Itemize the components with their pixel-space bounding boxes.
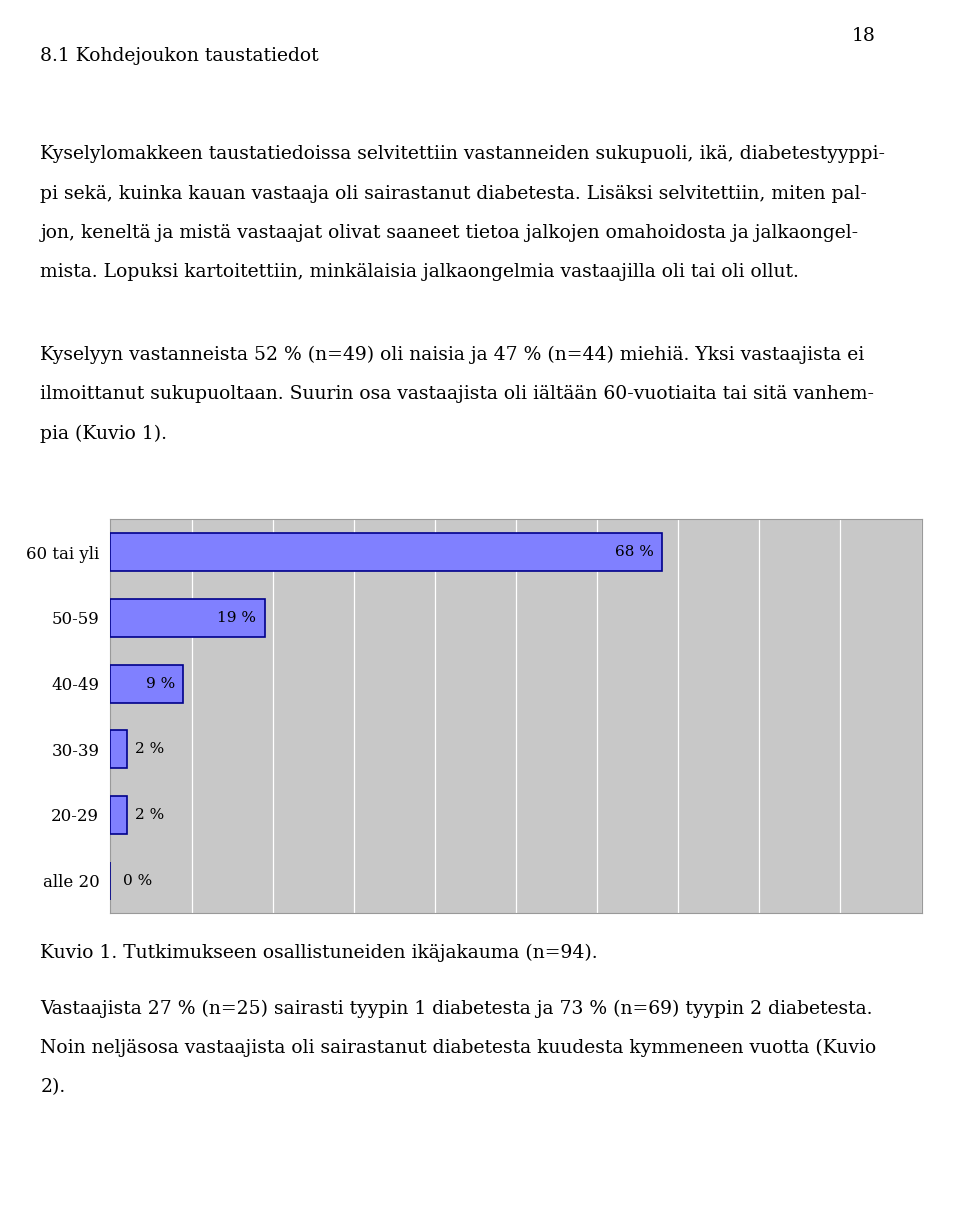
Text: Kyselyyn vastanneista 52 % (n=49) oli naisia ja 47 % (n=44) miehiä. Yksi vastaaj: Kyselyyn vastanneista 52 % (n=49) oli na… bbox=[40, 346, 865, 364]
Text: Vastaajista 27 % (n=25) sairasti tyypin 1 diabetesta ja 73 % (n=69) tyypin 2 dia: Vastaajista 27 % (n=25) sairasti tyypin … bbox=[40, 1000, 873, 1018]
Bar bbox=[110, 533, 662, 571]
Text: 2 %: 2 % bbox=[134, 808, 164, 822]
Text: ilmoittanut sukupuoltaan. Suurin osa vastaajista oli iältään 60-vuotiaita tai si: ilmoittanut sukupuoltaan. Suurin osa vas… bbox=[40, 385, 875, 404]
Text: 2).: 2). bbox=[40, 1078, 65, 1097]
Bar bbox=[110, 730, 127, 768]
Bar bbox=[110, 599, 265, 636]
Text: 9 %: 9 % bbox=[146, 677, 176, 691]
Bar bbox=[110, 665, 183, 703]
Bar bbox=[110, 796, 127, 833]
Text: Kuvio 1. Tutkimukseen osallistuneiden ikäjakauma (n=94).: Kuvio 1. Tutkimukseen osallistuneiden ik… bbox=[40, 944, 598, 963]
Text: pi sekä, kuinka kauan vastaaja oli sairastanut diabetesta. Lisäksi selvitettiin,: pi sekä, kuinka kauan vastaaja oli saira… bbox=[40, 185, 867, 203]
Text: 18: 18 bbox=[852, 27, 876, 46]
Text: 19 %: 19 % bbox=[217, 611, 256, 625]
Text: pia (Kuvio 1).: pia (Kuvio 1). bbox=[40, 425, 167, 443]
Text: jon, keneltä ja mistä vastaajat olivat saaneet tietoa jalkojen omahoidosta ja ja: jon, keneltä ja mistä vastaajat olivat s… bbox=[40, 224, 858, 243]
Text: Noin neljäsosa vastaajista oli sairastanut diabetesta kuudesta kymmeneen vuotta : Noin neljäsosa vastaajista oli sairastan… bbox=[40, 1039, 876, 1057]
Text: mista. Lopuksi kartoitettiin, minkälaisia jalkaongelmia vastaajilla oli tai oli : mista. Lopuksi kartoitettiin, minkälaisi… bbox=[40, 263, 799, 282]
Text: 8.1 Kohdejoukon taustatiedot: 8.1 Kohdejoukon taustatiedot bbox=[40, 47, 319, 65]
Text: 2 %: 2 % bbox=[134, 742, 164, 756]
Text: Kyselylomakkeen taustatiedoissa selvitettiin vastanneiden sukupuoli, ikä, diabet: Kyselylomakkeen taustatiedoissa selvitet… bbox=[40, 145, 885, 164]
Text: 0 %: 0 % bbox=[123, 874, 152, 888]
Text: 68 %: 68 % bbox=[615, 545, 654, 559]
